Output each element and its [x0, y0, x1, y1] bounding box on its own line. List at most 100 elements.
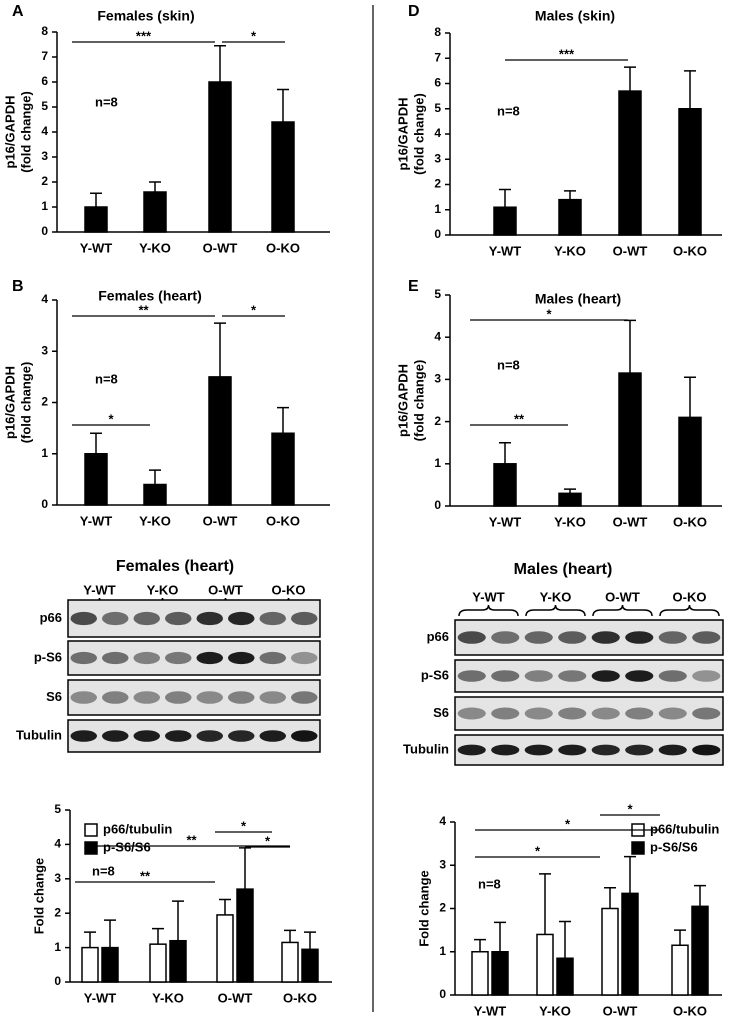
x-tick-label: O-KO [673, 514, 707, 529]
bar [536, 933, 554, 996]
y-tick-label: 8 [434, 25, 441, 39]
bar [471, 951, 489, 996]
x-tick-label: O-KO [283, 990, 317, 1005]
blot-band [524, 670, 553, 682]
bar [678, 108, 702, 236]
blot-band [625, 744, 654, 756]
y-tick-label: 3 [434, 151, 441, 165]
error-bar [494, 921, 506, 952]
blot-band [524, 744, 553, 756]
y-tick-label: 7 [434, 50, 441, 64]
bar [556, 957, 574, 996]
blot-title: Females (heart) [116, 558, 234, 575]
error-bar [90, 192, 102, 207]
x-tick-label: O-WT [218, 990, 253, 1005]
error-bar [214, 45, 226, 82]
blot-band [196, 651, 223, 665]
y-tick-label: 3 [41, 343, 48, 357]
lane-brace [659, 604, 720, 617]
panel-letter: A [12, 3, 24, 20]
note: n=8 [95, 94, 118, 109]
y-tick-label: 4 [434, 329, 441, 343]
chart-title: Females (heart) [98, 288, 201, 304]
blot-band [625, 670, 654, 682]
x-tick-label: O-WT [603, 1003, 638, 1018]
y-tick-label: 1 [434, 202, 441, 216]
error-bar [684, 70, 696, 109]
blot-band [196, 730, 223, 742]
blot-band [102, 651, 129, 665]
y-tick-label: 2 [434, 177, 441, 191]
bar [271, 432, 295, 506]
blot-band [692, 744, 721, 756]
x-tick-label: O-WT [203, 513, 238, 528]
blot-band [133, 651, 160, 665]
blot-band [457, 744, 486, 756]
note: n=8 [497, 103, 520, 118]
y-tick-label: 4 [41, 124, 48, 138]
bar [271, 121, 295, 233]
row-label: Tubulin [403, 741, 449, 756]
blot-band [591, 744, 620, 756]
bar [491, 951, 509, 996]
error-bar [277, 406, 289, 434]
y-axis-label: p16/GAPDH [2, 366, 17, 439]
blot-band [228, 691, 255, 704]
bar [678, 416, 702, 507]
error-bar [90, 432, 102, 454]
bar [208, 376, 232, 506]
lane-brace [592, 604, 653, 617]
bar [143, 191, 167, 233]
y-tick-label: 7 [41, 49, 48, 63]
y-tick-label: 1 [434, 456, 441, 470]
blot-band [259, 611, 286, 626]
y-tick-label: 4 [434, 126, 441, 140]
bar [493, 463, 517, 507]
bar [101, 946, 119, 983]
error-bar [214, 322, 226, 377]
blot-band [196, 611, 223, 626]
significance-label: ** [140, 868, 151, 883]
y-axis-label: p16/GAPDH [395, 98, 410, 171]
x-tick-label: Y-KO [554, 243, 586, 258]
legend-swatch [631, 841, 645, 855]
bar [618, 90, 642, 236]
legend-label: p66/tubulin [103, 821, 172, 836]
error-bar [172, 900, 184, 941]
x-tick-label: Y-WT [474, 1003, 507, 1018]
y-tick-label: 0 [439, 987, 446, 1001]
bar [216, 914, 234, 983]
significance-label: * [108, 411, 114, 426]
error-bar [149, 469, 161, 485]
blot-band [692, 631, 721, 644]
lane-label: O-WT [605, 589, 640, 604]
bar [81, 946, 99, 983]
y-tick-label: 6 [41, 74, 48, 88]
x-tick-label: Y-KO [554, 514, 586, 529]
bar [558, 198, 582, 236]
y-tick-label: 4 [439, 814, 446, 828]
blot-band [259, 730, 286, 742]
panel-letter: E [408, 278, 419, 295]
x-tick-label: O-KO [673, 1003, 707, 1018]
significance-label: * [627, 801, 633, 816]
blot-band [491, 744, 520, 756]
y-tick-label: 2 [434, 414, 441, 428]
y-tick-label: 0 [434, 498, 441, 512]
blot-band [658, 631, 687, 644]
y-tick-label: 8 [41, 24, 48, 38]
x-tick-label: O-KO [673, 243, 707, 258]
bar [621, 892, 639, 996]
blot-band [165, 730, 192, 742]
x-tick-label: Y-KO [139, 513, 171, 528]
row-label: p-S6 [34, 649, 62, 664]
blot-band [165, 691, 192, 704]
bar [691, 905, 709, 996]
blot-band [692, 707, 721, 720]
blot-band [102, 611, 129, 626]
bar [236, 888, 254, 983]
x-tick-label: O-WT [613, 243, 648, 258]
y-axis-label: p16/GAPDH [2, 96, 17, 169]
error-bar [474, 938, 486, 952]
y-tick-label: 6 [434, 76, 441, 90]
